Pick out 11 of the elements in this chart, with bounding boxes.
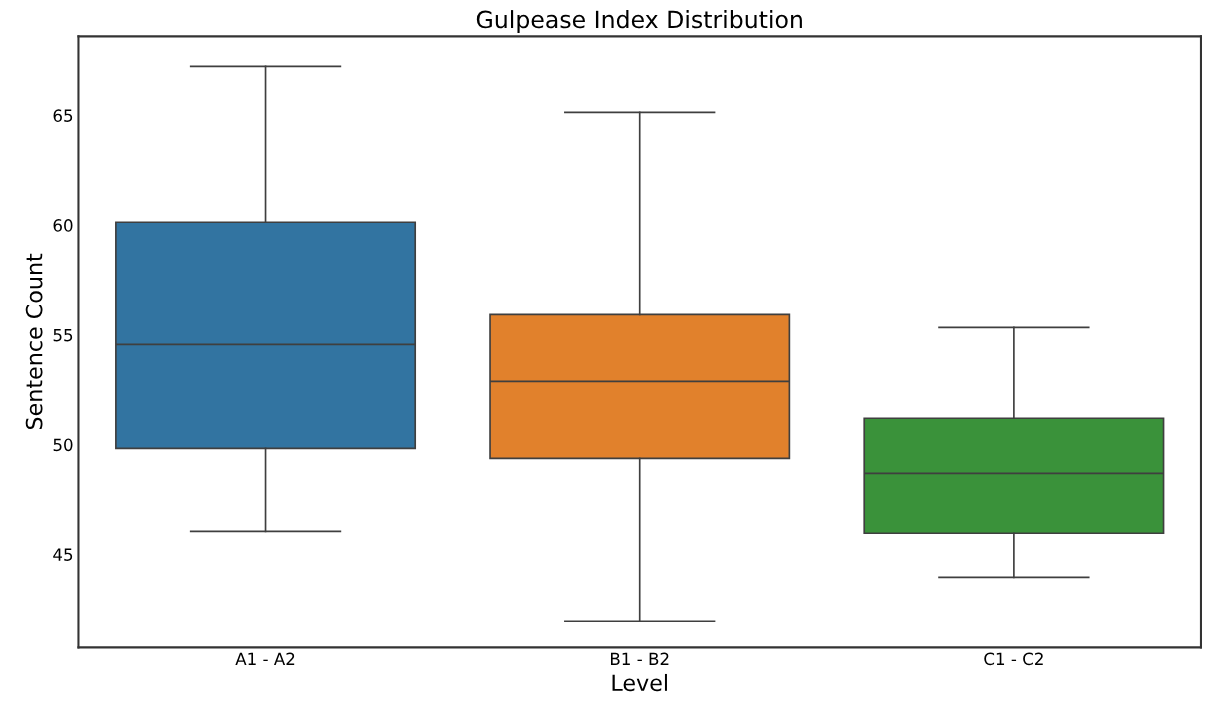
y-tick-label: 60 bbox=[53, 219, 73, 232]
x-tick-label: B1 - B2 bbox=[611, 652, 669, 665]
y-tick-label: 45 bbox=[53, 548, 73, 561]
x-tick-label: C1 - C2 bbox=[984, 652, 1043, 666]
x-tick-label: A1 - A2 bbox=[235, 652, 295, 665]
y-tick-label: 55 bbox=[53, 329, 73, 342]
chart-title: Gulpease Index Distribution bbox=[476, 10, 802, 33]
y-tick-label: 65 bbox=[53, 109, 73, 122]
y-axis-title: Sentence Count bbox=[25, 253, 43, 430]
y-tick-label: 50 bbox=[53, 438, 73, 452]
x-axis-title: Level bbox=[612, 673, 667, 692]
